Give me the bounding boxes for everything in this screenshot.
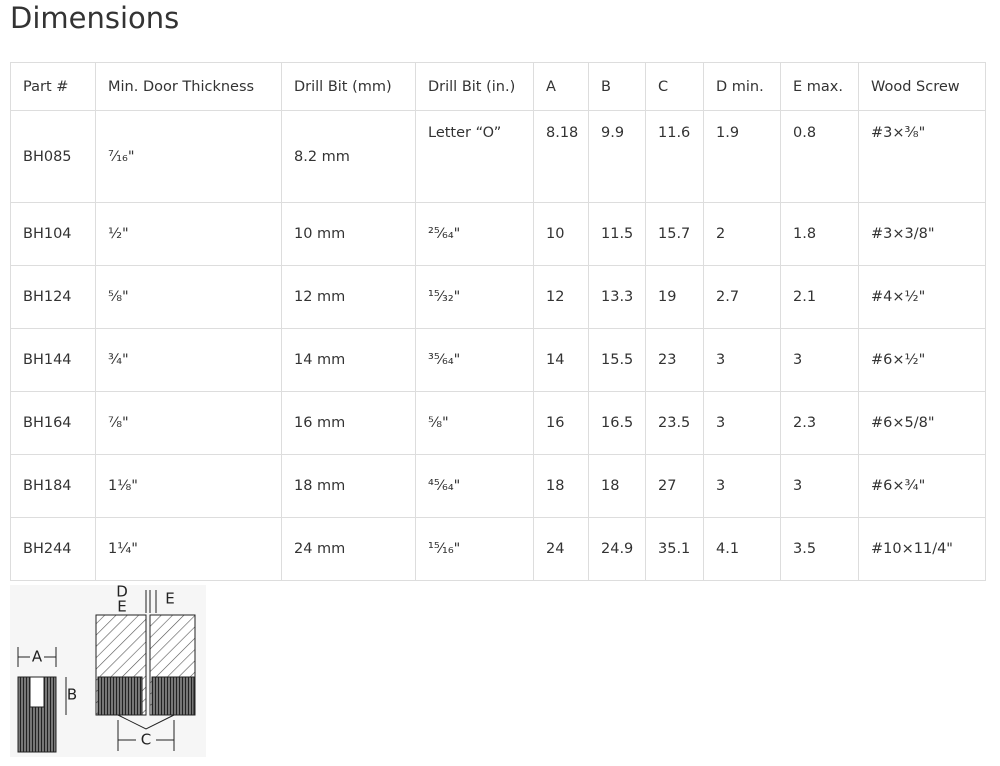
column-header: A bbox=[533, 62, 589, 111]
cell: 1.8 bbox=[780, 202, 859, 266]
cell: 27 bbox=[645, 454, 704, 518]
diagram: A B C D E E bbox=[10, 585, 206, 757]
column-header: Wood Screw bbox=[858, 62, 986, 111]
cell: 3 bbox=[780, 454, 859, 518]
cell: ¹⁵⁄₃₂" bbox=[415, 265, 534, 329]
column-header: Part # bbox=[10, 62, 96, 111]
cell: 3 bbox=[780, 328, 859, 392]
column-header: Min. Door Thickness bbox=[95, 62, 282, 111]
cell: 8.2 mm bbox=[281, 110, 416, 203]
column-header: Drill Bit (mm) bbox=[281, 62, 416, 111]
label-b: B bbox=[67, 686, 77, 704]
dimensions-table: Part # Min. Door Thickness Drill Bit (mm) D… bbox=[10, 62, 986, 581]
cell: 2.7 bbox=[703, 265, 781, 329]
cell: ³⁵⁄₆₄" bbox=[415, 328, 534, 392]
cell: 1⅛" bbox=[95, 454, 282, 518]
cell: 18 mm bbox=[281, 454, 416, 518]
cell: 2.1 bbox=[780, 265, 859, 329]
cell: BH244 bbox=[10, 517, 96, 581]
cell: 14 bbox=[533, 328, 589, 392]
cell: 18 bbox=[533, 454, 589, 518]
cell: 3 bbox=[703, 454, 781, 518]
cell: BH164 bbox=[10, 391, 96, 455]
row: BH164 ⅞" 16 mm ⅝" 16 16.5 23.5 3 2.3 #6×5/8" bbox=[10, 391, 986, 455]
cell: #3×³⁄₈" bbox=[858, 110, 986, 203]
title: Dimensions bbox=[10, 1, 180, 35]
column-header: Drill Bit (in.) bbox=[415, 62, 534, 111]
cell: 19 bbox=[645, 265, 704, 329]
cell: 35.1 bbox=[645, 517, 704, 581]
cell: ⅞" bbox=[95, 391, 282, 455]
cell: 15.7 bbox=[645, 202, 704, 266]
label-e: E bbox=[165, 590, 174, 608]
cell: ²⁵⁄₆₄" bbox=[415, 202, 534, 266]
cell: 23.5 bbox=[645, 391, 704, 455]
cell: #4×½" bbox=[858, 265, 986, 329]
row: BH124 ⅝" 12 mm ¹⁵⁄₃₂" 12 13.3 19 2.7 2.1 #4×½" bbox=[10, 265, 986, 329]
cell: 8.18 bbox=[533, 110, 589, 203]
cell: Letter “O” bbox=[415, 110, 534, 203]
cell: 2.3 bbox=[780, 391, 859, 455]
column-header: E max. bbox=[780, 62, 859, 111]
label-d: D bbox=[116, 585, 128, 601]
cell: #6×5/8" bbox=[858, 391, 986, 455]
cell: 12 mm bbox=[281, 265, 416, 329]
cell: 15.5 bbox=[588, 328, 646, 392]
column-header: C bbox=[645, 62, 704, 111]
cell: 3 bbox=[703, 328, 781, 392]
cell: 16.5 bbox=[588, 391, 646, 455]
cell: 16 mm bbox=[281, 391, 416, 455]
cell: ⅝" bbox=[95, 265, 282, 329]
row: BH144 ¾" 14 mm ³⁵⁄₆₄" 14 15.5 23 3 3 #6×½" bbox=[10, 328, 986, 392]
cell: 13.3 bbox=[588, 265, 646, 329]
row: BH104 ½" 10 mm ²⁵⁄₆₄" 10 11.5 15.7 2 1.8 #3×3/8" bbox=[10, 202, 986, 266]
cell: 1.9 bbox=[703, 110, 781, 203]
cell: ⁴⁵⁄₆₄" bbox=[415, 454, 534, 518]
cell: #10×11/4" bbox=[858, 517, 986, 581]
cell: 14 mm bbox=[281, 328, 416, 392]
cell: ¾" bbox=[95, 328, 282, 392]
label-c: C bbox=[141, 731, 151, 749]
cell: 24 bbox=[533, 517, 589, 581]
cell: ¹⁵⁄₁₆" bbox=[415, 517, 534, 581]
cell: 11.5 bbox=[588, 202, 646, 266]
cell: ⅝" bbox=[415, 391, 534, 455]
row: BH184 1⅛" 18 mm ⁴⁵⁄₆₄" 18 18 27 3 3 #6×¾" bbox=[10, 454, 986, 518]
cell: ⁷⁄₁₆" bbox=[95, 110, 282, 203]
cell: 12 bbox=[533, 265, 589, 329]
cell: 18 bbox=[588, 454, 646, 518]
label-a: A bbox=[32, 648, 43, 666]
cell: 16 bbox=[533, 391, 589, 455]
cell: 1¼" bbox=[95, 517, 282, 581]
cell: BH184 bbox=[10, 454, 96, 518]
cell: 0.8 bbox=[780, 110, 859, 203]
cell: 24 mm bbox=[281, 517, 416, 581]
cell: 9.9 bbox=[588, 110, 646, 203]
cell: #3×3/8" bbox=[858, 202, 986, 266]
cell: 4.1 bbox=[703, 517, 781, 581]
cell: 3.5 bbox=[780, 517, 859, 581]
column-header: D min. bbox=[703, 62, 781, 111]
cell: 10 mm bbox=[281, 202, 416, 266]
cell: ½" bbox=[95, 202, 282, 266]
cell: BH104 bbox=[10, 202, 96, 266]
label-e: E bbox=[117, 598, 126, 616]
cell: BH124 bbox=[10, 265, 96, 329]
cell: BH144 bbox=[10, 328, 96, 392]
cell: 11.6 bbox=[645, 110, 704, 203]
cell: 24.9 bbox=[588, 517, 646, 581]
cell: #6×½" bbox=[858, 328, 986, 392]
cell: 23 bbox=[645, 328, 704, 392]
cell: 2 bbox=[703, 202, 781, 266]
cell: BH085 bbox=[10, 110, 96, 203]
cell: 10 bbox=[533, 202, 589, 266]
header-row: Part # Min. Door Thickness Drill Bit (mm) D… bbox=[10, 62, 986, 111]
cell: 3 bbox=[703, 391, 781, 455]
row: BH244 1¼" 24 mm ¹⁵⁄₁₆" 24 24.9 35.1 4.1 3.5 #10×1… bbox=[10, 517, 986, 581]
row: BH085 ⁷⁄₁₆" 8.2 mm Letter “O” 8.18 9.9 11.6 1.9… bbox=[10, 110, 986, 203]
column-header: B bbox=[588, 62, 646, 111]
cell: #6×¾" bbox=[858, 454, 986, 518]
